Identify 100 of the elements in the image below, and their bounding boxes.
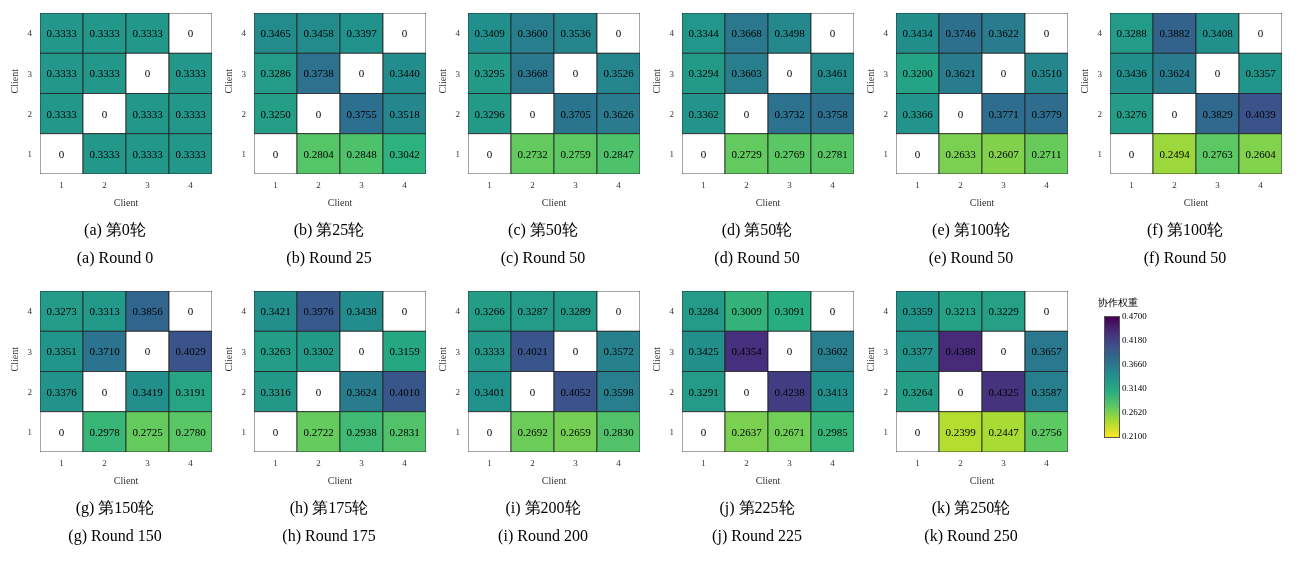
y-tick-label: 2 xyxy=(27,386,32,397)
x-tick-label: 4 xyxy=(830,458,836,469)
y-tick-label: 4 xyxy=(455,28,461,39)
data-label: 0.2732 xyxy=(517,147,548,160)
x-axis-title: Client xyxy=(327,197,353,208)
data-label: 0.3294 xyxy=(688,67,720,80)
text: (a) 第0轮 xyxy=(83,220,147,241)
x-axis-title: Client xyxy=(755,475,781,486)
text: (d) Round 50 xyxy=(713,249,801,267)
y-tick-label: 1 xyxy=(27,149,32,160)
data-label: 0.3436 xyxy=(1116,67,1148,80)
data-label: 0.4354 xyxy=(731,345,763,358)
data-label: 0.2692 xyxy=(517,425,548,438)
y-tick-label: 4 xyxy=(883,28,889,39)
data-label: 0.2848 xyxy=(346,147,378,160)
x-axis-title: Client xyxy=(113,475,139,486)
data-label: 0.3291 xyxy=(688,385,719,398)
text: 0 xyxy=(1257,27,1264,40)
x-tick-label: 2 xyxy=(744,458,749,469)
data-label: 0.3366 xyxy=(902,107,934,120)
x-tick-label: 4 xyxy=(402,458,408,469)
data-label: 0.3624 xyxy=(346,385,378,398)
y-axis-title: Client xyxy=(222,68,234,94)
x-tick-label: 2 xyxy=(958,180,963,191)
data-label: 0.3333 xyxy=(132,27,164,40)
y-tick-label: 2 xyxy=(27,108,32,119)
x-tick-label: 2 xyxy=(744,180,749,191)
data-label: 0.3461 xyxy=(817,67,848,80)
x-tick-label: 1 xyxy=(59,458,64,469)
data-label: 0.3600 xyxy=(517,27,549,40)
data-label: 0.3333 xyxy=(46,27,78,40)
data-label: 0.3266 xyxy=(474,305,506,318)
text: 0 xyxy=(1043,27,1050,40)
y-tick-label: 2 xyxy=(241,386,246,397)
data-label: 0.4052 xyxy=(560,385,591,398)
data-label: 0.3362 xyxy=(688,107,719,120)
text: 0 xyxy=(187,305,194,318)
data-label: 0.4325 xyxy=(988,385,1020,398)
x-tick-label: 4 xyxy=(188,458,194,469)
data-label: 0.3705 xyxy=(560,107,592,120)
text: 0 xyxy=(1171,107,1178,120)
data-label: 0.3284 xyxy=(688,305,720,318)
x-tick-label: 4 xyxy=(616,180,622,191)
data-label: 0.3498 xyxy=(774,27,806,40)
data-label: 0.3042 xyxy=(389,147,420,160)
data-label: 0.3333 xyxy=(474,345,506,358)
text: 0 xyxy=(914,147,921,160)
data-label: 0.3409 xyxy=(474,27,506,40)
x-axis-title: Client xyxy=(113,197,139,208)
text: 0 xyxy=(743,107,750,120)
x-axis-title: Client xyxy=(969,475,995,486)
text: 0 xyxy=(101,385,108,398)
y-tick-label: 1 xyxy=(27,427,32,438)
data-label: 0.3009 xyxy=(731,305,763,318)
data-label: 0.3771 xyxy=(988,107,1019,120)
color-bar-label: 0.4700 xyxy=(1122,310,1147,322)
y-tick-label: 4 xyxy=(1097,28,1103,39)
data-label: 0.3829 xyxy=(1202,107,1234,120)
data-label: 0.2729 xyxy=(731,147,763,160)
data-label: 0.3856 xyxy=(132,305,164,318)
y-tick-label: 3 xyxy=(241,346,247,357)
data-label: 0.3622 xyxy=(988,27,1019,40)
data-label: 0.3419 xyxy=(132,385,164,398)
data-label: 0.3657 xyxy=(1031,345,1063,358)
y-tick-label: 3 xyxy=(883,68,889,79)
y-tick-label: 3 xyxy=(669,68,675,79)
data-label: 0.3250 xyxy=(260,107,292,120)
data-label: 0.3333 xyxy=(89,67,121,80)
x-axis-title: Client xyxy=(541,475,567,486)
text: 0 xyxy=(957,107,964,120)
data-label: 0.3191 xyxy=(175,385,206,398)
y-tick-label: 1 xyxy=(883,427,888,438)
x-tick-label: 2 xyxy=(102,180,107,191)
text: (i) 第200轮 xyxy=(504,498,582,518)
x-tick-label: 1 xyxy=(487,458,492,469)
x-tick-label: 1 xyxy=(59,180,64,191)
y-tick-label: 3 xyxy=(669,346,675,357)
y-axis-title: Client xyxy=(222,346,234,372)
y-tick-label: 3 xyxy=(27,68,33,79)
text: 0 xyxy=(401,305,408,318)
x-tick-label: 2 xyxy=(530,458,535,469)
data-label: 0.3333 xyxy=(132,107,164,120)
x-tick-label: 3 xyxy=(1215,180,1221,191)
x-tick-label: 3 xyxy=(1001,180,1007,191)
y-tick-label: 4 xyxy=(27,306,33,317)
y-tick-label: 3 xyxy=(883,346,889,357)
x-tick-label: 4 xyxy=(616,458,622,469)
data-label: 0.3408 xyxy=(1202,27,1234,40)
data-label: 0.3333 xyxy=(175,147,207,160)
x-tick-label: 3 xyxy=(359,180,365,191)
data-label: 0.3376 xyxy=(46,385,78,398)
text: 0 xyxy=(272,147,279,160)
x-axis-title: Client xyxy=(327,475,353,486)
y-tick-label: 1 xyxy=(669,427,674,438)
text: (g) 第150轮 xyxy=(74,498,156,519)
text: (f) Round 50 xyxy=(1142,249,1228,267)
data-label: 0.3536 xyxy=(560,27,592,40)
data-label: 0.2447 xyxy=(988,425,1020,438)
text: 0 xyxy=(358,67,365,80)
y-tick-label: 4 xyxy=(669,28,675,39)
